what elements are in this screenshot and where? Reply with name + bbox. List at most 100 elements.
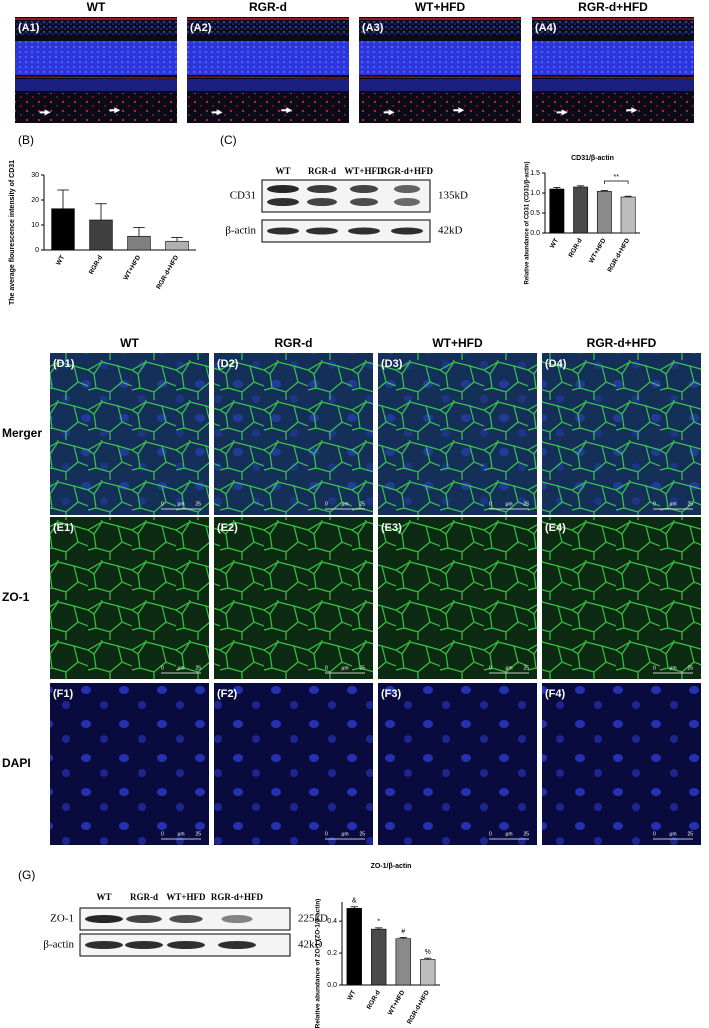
scale-end: 25 xyxy=(195,665,201,671)
band xyxy=(391,227,423,235)
micrograph: (D2) 0 μm 25 xyxy=(214,353,373,515)
layer xyxy=(532,79,694,91)
column-header: RGR-d xyxy=(275,336,313,350)
image-layer xyxy=(542,683,701,845)
x-tick-label: WT xyxy=(549,237,560,249)
scale-unit: μm xyxy=(177,831,184,837)
band xyxy=(85,915,123,923)
arrow xyxy=(281,107,293,114)
row-label: Merger xyxy=(2,426,42,440)
error-bar xyxy=(133,227,145,237)
y-tick-label: 0.5 xyxy=(530,210,540,217)
lane-label: WT xyxy=(96,892,111,902)
significance-mark: % xyxy=(425,949,431,956)
bar xyxy=(89,219,113,251)
row-label: ZO-1 xyxy=(2,590,30,604)
band xyxy=(126,915,162,923)
bar xyxy=(420,959,436,986)
scale-unit: μm xyxy=(669,501,676,507)
image-layer xyxy=(542,353,701,515)
vessels xyxy=(15,93,177,123)
layer xyxy=(532,41,694,75)
y-tick-label: 0.4 xyxy=(327,918,337,925)
vessels xyxy=(187,93,349,123)
panel-label: (E1) xyxy=(53,522,74,534)
significance-mark: & xyxy=(352,898,357,905)
scale-start: 0 xyxy=(325,665,328,671)
error-bar xyxy=(350,906,358,909)
micrograph: (E4) 0 μm 25 xyxy=(542,517,701,679)
panel-label: (A3) xyxy=(362,22,384,34)
layer xyxy=(187,79,349,91)
scale-unit: μm xyxy=(505,665,512,671)
image-layer xyxy=(214,353,373,515)
error-bar xyxy=(57,189,69,209)
x-tick-label: WT xyxy=(55,254,66,266)
column-header: RGR-d+HFD xyxy=(587,336,657,350)
layer xyxy=(187,41,349,75)
arrow xyxy=(383,109,395,116)
image-layer xyxy=(378,517,537,679)
lane-label: RGR-d xyxy=(130,892,158,902)
scale-start: 0 xyxy=(653,665,656,671)
scale-start: 0 xyxy=(161,501,164,507)
scale-unit: μm xyxy=(177,501,184,507)
panel-label: (D4) xyxy=(545,358,567,370)
micrograph: (E1) 0 μm 25 xyxy=(50,517,209,679)
lane-label: RGR-d+HFD xyxy=(211,892,264,902)
band xyxy=(218,941,256,949)
y-tick-label: 0.2 xyxy=(327,950,337,957)
scale-end: 25 xyxy=(687,831,693,837)
row-label: DAPI xyxy=(2,756,31,770)
image-layer xyxy=(378,353,537,515)
scale-end: 25 xyxy=(195,501,201,507)
band xyxy=(85,941,123,949)
blot-size: 42kD xyxy=(298,939,323,951)
micrograph: (E3) 0 μm 25 xyxy=(378,517,537,679)
layer xyxy=(359,79,521,91)
band xyxy=(167,941,205,949)
blot-size: 135kD xyxy=(438,190,468,202)
column-header: WT+HFD xyxy=(432,336,483,350)
scale-unit: μm xyxy=(341,665,348,671)
chart-title: ZO-1/β-actin xyxy=(371,863,412,870)
bar xyxy=(620,196,636,234)
micrograph: (F3) 0 μm 25 xyxy=(378,683,537,845)
x-tick-label: RGR-d xyxy=(366,989,382,1010)
x-tick-label: RGR-d+HFD xyxy=(406,989,431,1025)
y-tick-label: 20 xyxy=(31,197,39,204)
panel-label: (F4) xyxy=(545,688,566,700)
scale-unit: μm xyxy=(177,665,184,671)
arrow xyxy=(39,109,51,116)
blot-row-label: CD31 xyxy=(230,190,256,202)
retina-image xyxy=(186,17,350,123)
micrograph: (D1) 0 μm 25 xyxy=(50,353,209,515)
chart-title: CD31/β-actin xyxy=(571,155,614,162)
panel-label: (C) xyxy=(220,133,237,147)
scale-unit: μm xyxy=(505,501,512,507)
error-bar xyxy=(171,237,183,242)
band xyxy=(393,198,421,206)
y-tick-label: 0.0 xyxy=(327,982,337,989)
micrograph: (F2) 0 μm 25 xyxy=(214,683,373,845)
layer xyxy=(532,21,694,35)
significance-bracket xyxy=(604,180,629,184)
layer xyxy=(14,76,178,79)
image-layer xyxy=(542,517,701,679)
scale-end: 25 xyxy=(523,831,529,837)
significance-mark: # xyxy=(401,928,405,935)
retina-image xyxy=(531,17,695,123)
image-layer xyxy=(214,517,373,679)
band xyxy=(267,198,299,206)
image-layer xyxy=(378,683,537,845)
scale-end: 25 xyxy=(523,665,529,671)
panel-label: (A1) xyxy=(18,22,40,34)
blot-row-label: β-actin xyxy=(43,939,74,951)
panel-label: (F2) xyxy=(217,688,238,700)
retina-image xyxy=(14,17,178,123)
retina-image xyxy=(358,17,522,123)
panel-label: (G) xyxy=(18,868,35,882)
arrow xyxy=(211,109,223,116)
layer xyxy=(359,21,521,35)
